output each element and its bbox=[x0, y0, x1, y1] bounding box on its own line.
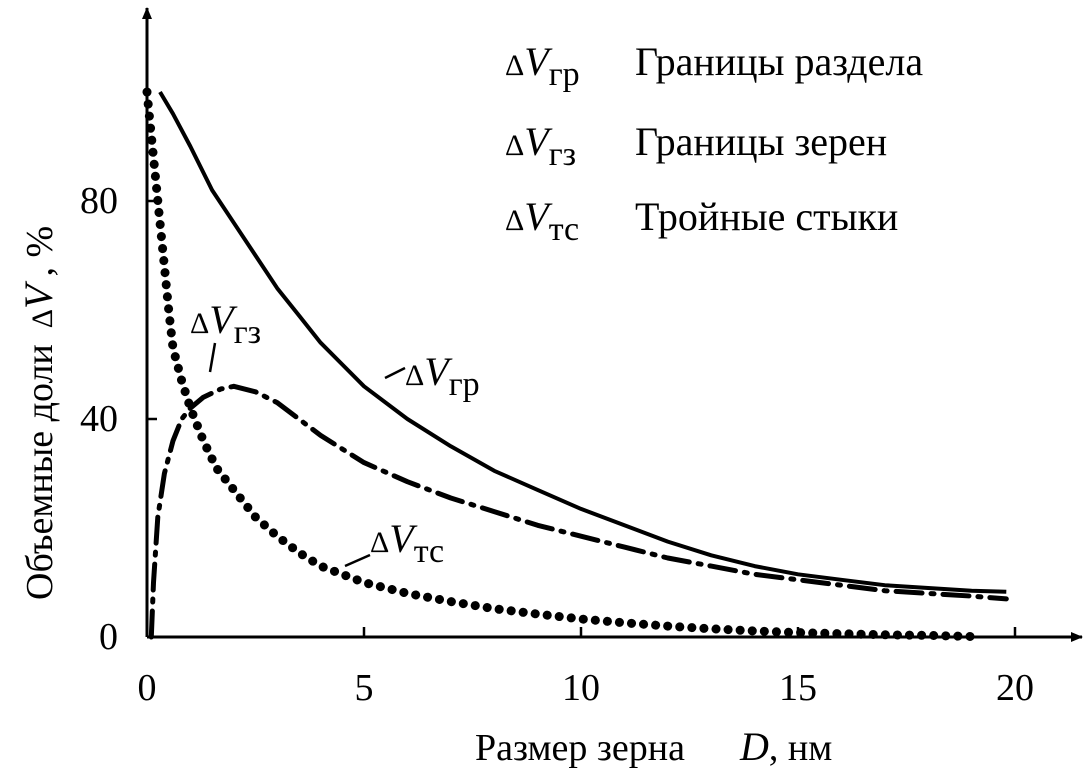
y-axis-title: Объемные доли ΔV , % bbox=[16, 226, 61, 600]
y-tick-label: 80 bbox=[80, 180, 118, 222]
legend-label-тс: Тройные стыки bbox=[635, 194, 898, 239]
annotation-тс-subscript: тс bbox=[414, 533, 444, 570]
legend-symbol-гр-subscript: гр bbox=[549, 56, 580, 93]
legend-symbol-тс-subscript: тс bbox=[549, 211, 579, 248]
series-line-тс bbox=[142, 87, 977, 641]
legend-label-гр: Границы раздела bbox=[635, 39, 923, 84]
legend-symbol-гз-delta: Δ bbox=[505, 129, 524, 162]
annotation-тс: ΔVтс bbox=[370, 516, 444, 570]
x-axis-title: Размер зерна D, нм bbox=[475, 724, 832, 769]
legend-symbol-гр: ΔVгр bbox=[505, 39, 580, 93]
annotation-гр-subscript: гр bbox=[449, 366, 480, 403]
annotation-гз-variable: V bbox=[209, 297, 238, 342]
legend-symbol-гр-variable: V bbox=[524, 39, 553, 84]
y-axis-title-text: Объемные доли bbox=[19, 344, 61, 600]
legend-label-гз: Границы зерен bbox=[635, 119, 887, 164]
x-tick-label: 5 bbox=[355, 667, 374, 709]
legend-symbol-гр-delta: Δ bbox=[505, 49, 524, 82]
annotation-гз-subscript: гз bbox=[234, 314, 261, 351]
legend-symbol-гз-variable: V bbox=[524, 119, 553, 164]
y-axis-title-unit: , % bbox=[19, 226, 61, 277]
annotation-гз-delta: Δ bbox=[190, 307, 209, 340]
legend-symbol-тс-delta: Δ bbox=[505, 204, 524, 237]
annotation-leader-гз bbox=[208, 342, 217, 373]
annotation-гр-variable: V bbox=[424, 349, 453, 394]
annotation-гз: ΔVгз bbox=[190, 297, 261, 351]
x-tick-label: 15 bbox=[779, 667, 817, 709]
y-axis-title-variable: V bbox=[16, 280, 61, 309]
x-tick-label: 0 bbox=[138, 667, 157, 709]
x-tick-label: 20 bbox=[996, 667, 1034, 709]
annotation-тс-variable: V bbox=[389, 516, 418, 561]
x-axis-title-unit: , нм bbox=[769, 727, 832, 769]
annotation-гр: ΔVгр bbox=[405, 349, 480, 403]
axes: 0 5 10 15 20 0 40 80 bbox=[80, 7, 1083, 709]
y-tick-label: 40 bbox=[80, 398, 118, 440]
y-tick-label: 0 bbox=[99, 616, 118, 658]
y-axis-title-delta: Δ bbox=[26, 309, 59, 328]
x-axis-title-variable: D bbox=[739, 724, 769, 769]
legend-symbol-тс: ΔVтс bbox=[505, 194, 579, 248]
legend-symbol-тс-variable: V bbox=[524, 194, 553, 239]
legend-symbol-гз: ΔVгз bbox=[505, 119, 576, 173]
annotation-тс-delta: Δ bbox=[370, 526, 389, 559]
x-tick-label: 10 bbox=[562, 667, 600, 709]
x-axis-title-text: Размер зерна bbox=[475, 727, 685, 769]
series-line-гр bbox=[158, 90, 1007, 594]
annotation-leader-гр bbox=[384, 366, 406, 380]
annotation-гр-delta: Δ bbox=[405, 359, 424, 392]
legend-symbol-гз-subscript: гз bbox=[549, 136, 576, 173]
series-line-гз bbox=[148, 383, 1009, 640]
series-lines bbox=[142, 87, 1009, 641]
annotation-leader-тс bbox=[344, 553, 371, 568]
